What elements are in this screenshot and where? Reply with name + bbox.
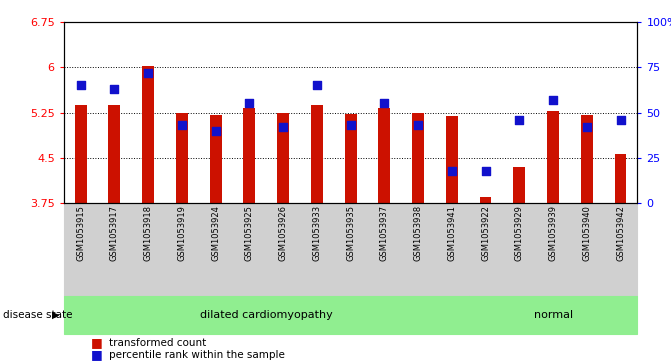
Text: GSM1053938: GSM1053938: [413, 205, 423, 261]
Bar: [142, 66, 154, 203]
Bar: [446, 116, 458, 203]
Bar: [244, 108, 255, 203]
Text: GSM1053919: GSM1053919: [177, 205, 187, 261]
Bar: [480, 197, 491, 203]
Point: [176, 122, 187, 128]
Text: GSM1053922: GSM1053922: [481, 205, 490, 261]
Text: dilated cardiomyopathy: dilated cardiomyopathy: [200, 310, 333, 320]
Text: GSM1053935: GSM1053935: [346, 205, 355, 261]
Bar: [74, 105, 87, 203]
Point: [615, 117, 626, 123]
Point: [109, 86, 119, 92]
Bar: [513, 167, 525, 203]
Text: GSM1053918: GSM1053918: [144, 205, 152, 261]
Text: transformed count: transformed count: [109, 338, 207, 348]
Bar: [176, 113, 188, 203]
Bar: [210, 115, 221, 203]
Point: [143, 70, 154, 76]
Point: [446, 168, 457, 174]
Text: disease state: disease state: [3, 310, 73, 320]
Text: ■: ■: [91, 337, 103, 350]
Text: GSM1053937: GSM1053937: [380, 205, 389, 261]
Point: [345, 122, 356, 128]
Text: GSM1053925: GSM1053925: [245, 205, 254, 261]
Text: GSM1053933: GSM1053933: [312, 205, 321, 261]
Point: [311, 82, 322, 88]
Point: [413, 122, 423, 128]
Text: ■: ■: [91, 348, 103, 362]
Text: GSM1053926: GSM1053926: [278, 205, 288, 261]
Point: [582, 124, 592, 130]
Bar: [311, 105, 323, 203]
Point: [244, 101, 255, 106]
Point: [278, 124, 289, 130]
Text: GSM1053917: GSM1053917: [110, 205, 119, 261]
Text: percentile rank within the sample: percentile rank within the sample: [109, 350, 285, 360]
Point: [210, 128, 221, 134]
Point: [480, 168, 491, 174]
Text: GSM1053929: GSM1053929: [515, 205, 524, 261]
Bar: [412, 113, 424, 203]
Text: ▶: ▶: [52, 310, 60, 320]
Point: [514, 117, 525, 123]
Text: GSM1053941: GSM1053941: [448, 205, 456, 261]
Bar: [581, 115, 592, 203]
Bar: [547, 111, 559, 203]
Point: [548, 97, 558, 103]
Text: GSM1053924: GSM1053924: [211, 205, 220, 261]
Bar: [615, 154, 627, 203]
Bar: [378, 108, 391, 203]
Bar: [277, 113, 289, 203]
Text: normal: normal: [533, 310, 572, 320]
Text: GSM1053940: GSM1053940: [582, 205, 591, 261]
Text: GSM1053939: GSM1053939: [549, 205, 558, 261]
Text: GSM1053942: GSM1053942: [616, 205, 625, 261]
Bar: [109, 105, 120, 203]
Point: [379, 101, 390, 106]
Point: [75, 82, 86, 88]
Bar: [345, 114, 356, 203]
Text: GSM1053915: GSM1053915: [76, 205, 85, 261]
